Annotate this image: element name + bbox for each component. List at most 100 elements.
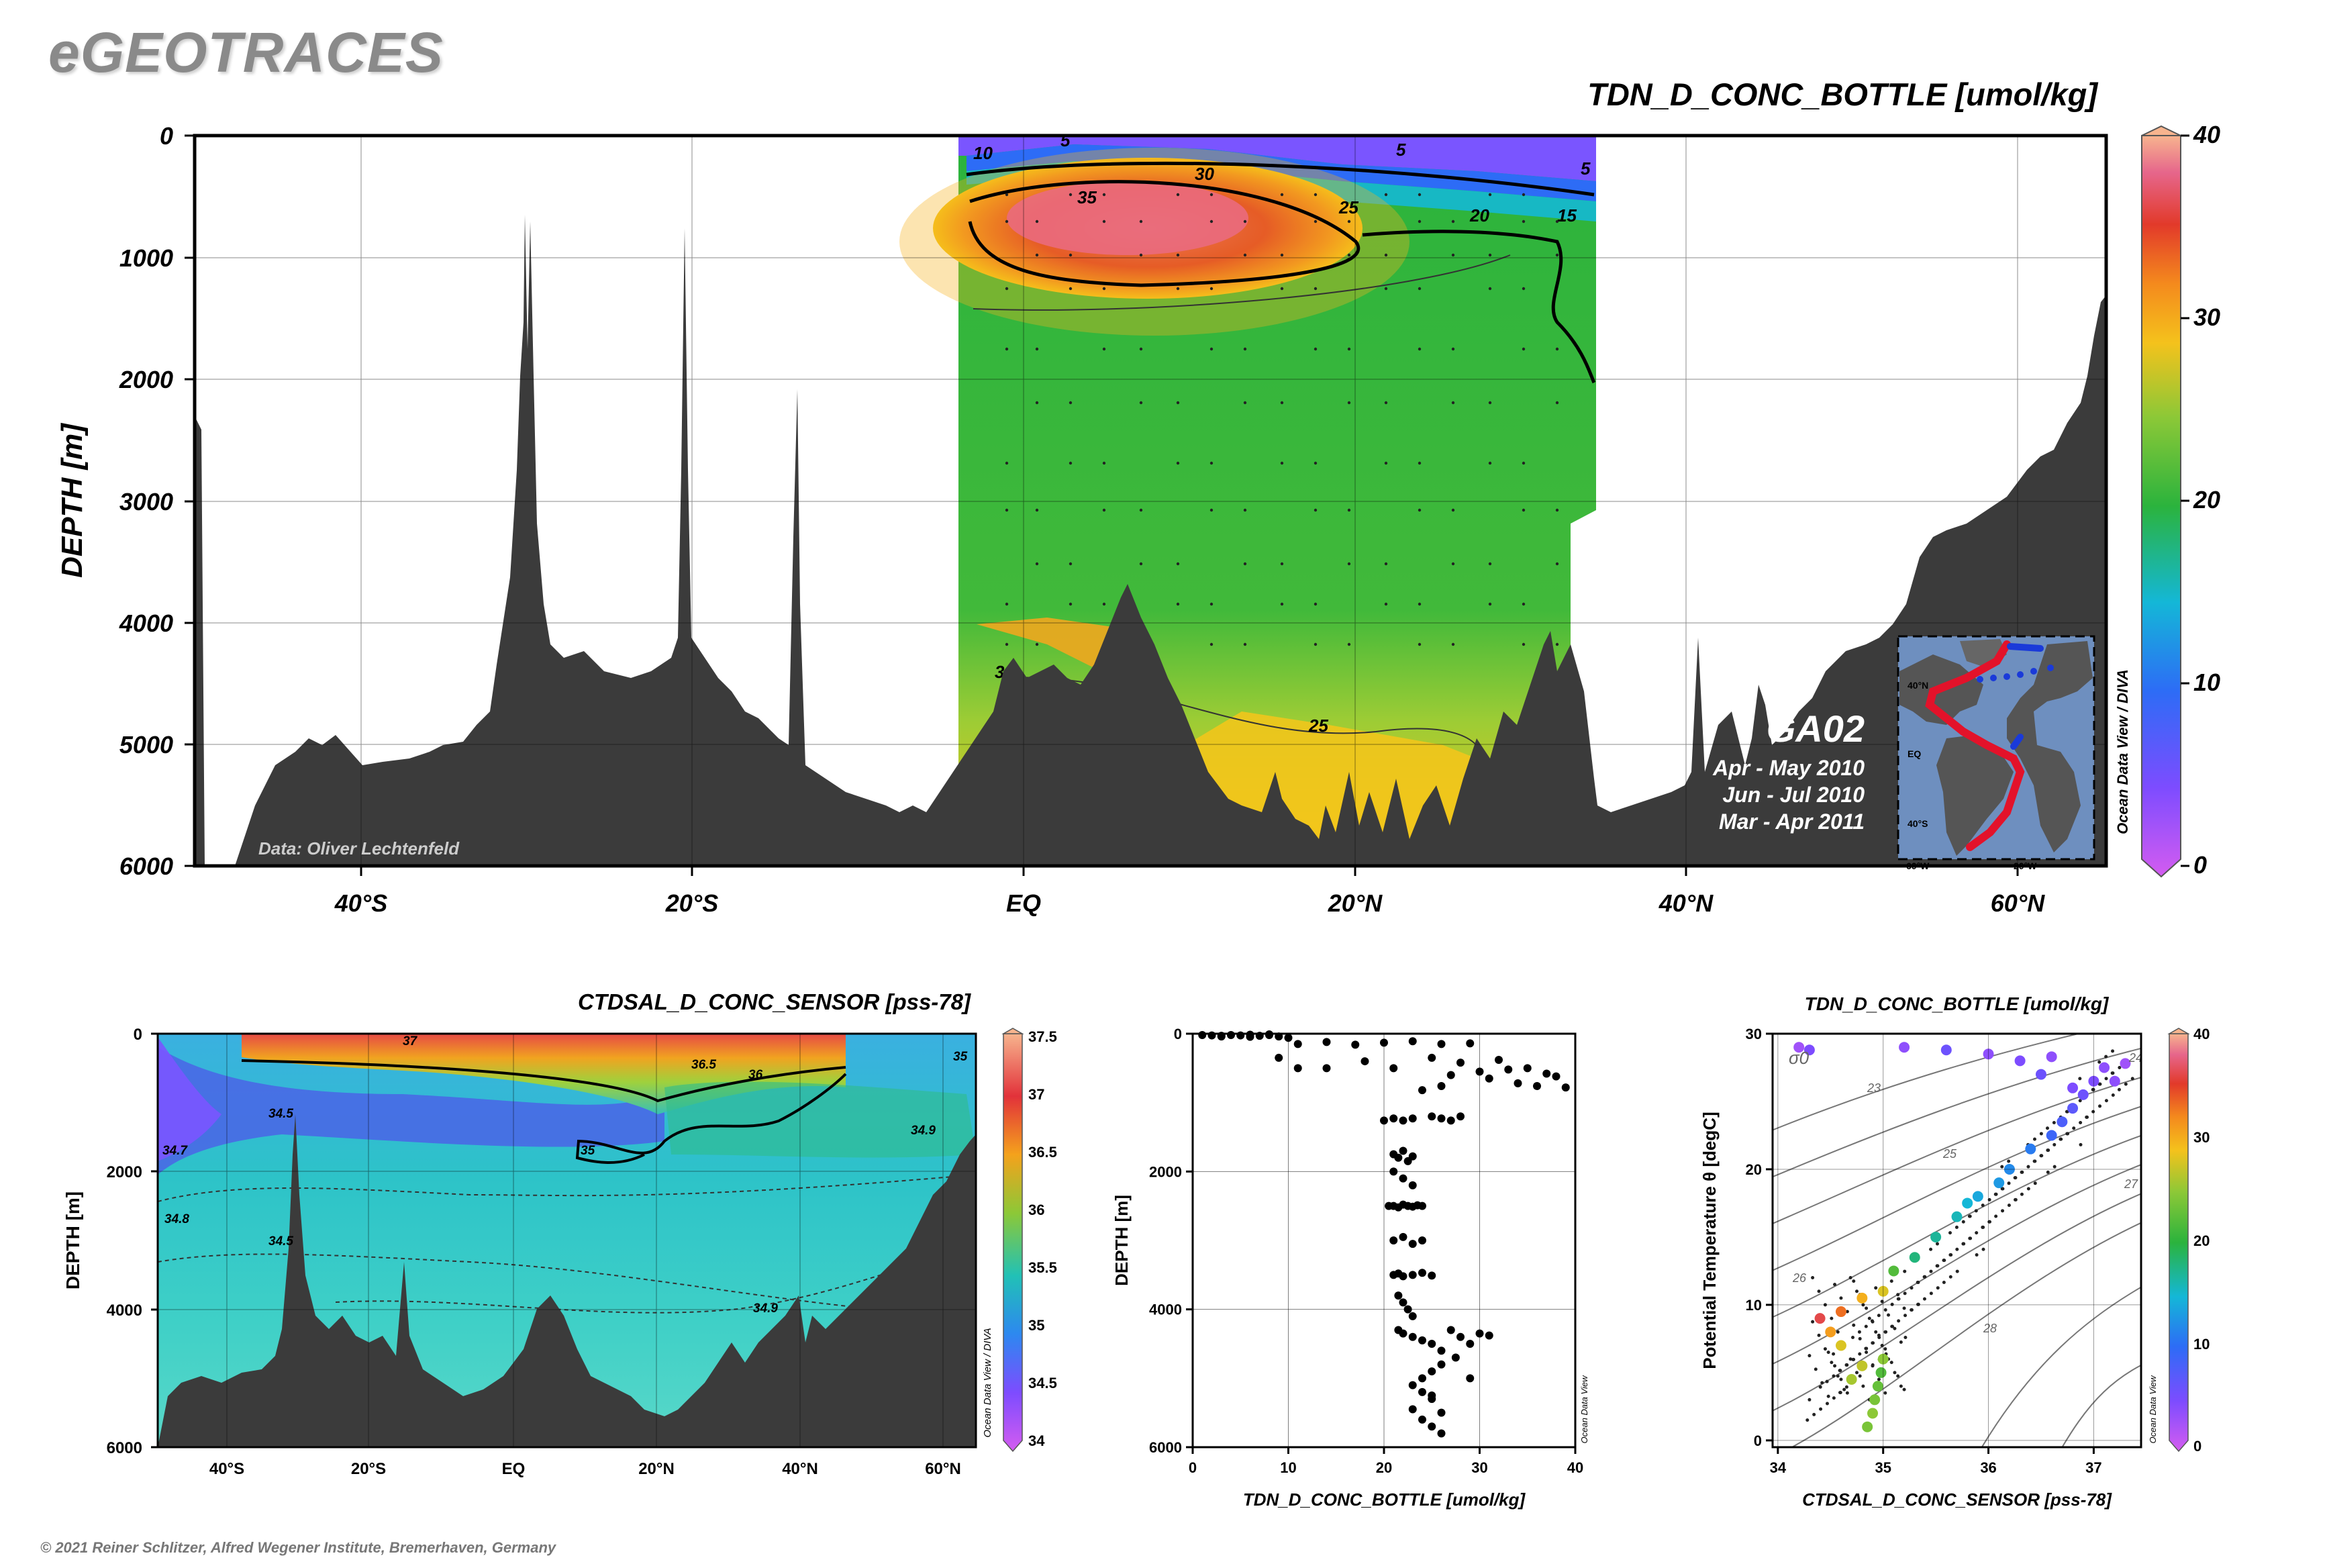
background-point [1877,1377,1881,1381]
background-point [1903,1336,1908,1340]
isopycnal-line [1790,1222,2141,1447]
data-point [1835,1340,1846,1351]
background-point [2130,1077,2134,1081]
background-point [1823,1347,1827,1351]
sample-dot [1347,508,1351,512]
salinity-section-plot: CTDSAL_D_CONC_SENSOR [pss-78] 34.5 34.7 … [62,989,1057,1478]
sample-dot [1035,508,1039,512]
x-tick-label: 40°N [782,1460,818,1478]
background-point [1967,1214,1971,1218]
background-point [1854,1371,1859,1375]
background-point [1936,1286,1940,1290]
colorbar-tick: 34 [1028,1432,1045,1449]
x-tick-label: 20 [1376,1459,1392,1476]
colorbar-tick: 30 [2193,1129,2210,1146]
sample-dot [1522,508,1526,512]
contour-thin [973,254,1511,311]
background-point [1811,1276,1815,1280]
background-point [1858,1352,1862,1356]
contour-label: 10 [973,143,993,163]
background-point [1890,1302,1894,1306]
data-point [1495,1056,1503,1065]
data-point [1456,1332,1465,1341]
data-point [1451,1353,1460,1362]
data-point [1888,1265,1899,1277]
data-point [1408,1332,1417,1341]
cruise-track-blue [2007,643,2044,652]
background-point [2000,1187,2004,1191]
data-point [1284,1034,1293,1042]
data-point [1972,1191,1983,1202]
data-point [1552,1072,1561,1081]
background-point [1836,1374,1840,1378]
background-point [1833,1283,1837,1287]
isopycnal-label: σ0 [1789,1048,1810,1068]
sample-dot [1069,562,1073,566]
data-credit: Data: Oliver Lechtenfeld [258,838,460,859]
sample-dot [1280,287,1284,291]
sample-dot [1451,508,1455,512]
background-point [1975,1253,1979,1257]
x-tick-label: 0 [1189,1459,1197,1476]
salinity-intermediate [158,1047,664,1175]
sample-dot [1209,508,1214,512]
background-point [1826,1351,1830,1355]
background-point [1851,1336,1855,1340]
data-point [1523,1064,1532,1073]
data-point [1877,1353,1889,1365]
sample-dot [1069,287,1073,291]
data-point [1428,1053,1436,1062]
data-point [1322,1038,1331,1046]
colorbar-tick: 35 [1028,1317,1044,1334]
background-point [1896,1293,1900,1297]
data-point [1399,1272,1407,1281]
contour-label: 36.5 [691,1058,716,1072]
sample-dot [1347,401,1351,405]
contour-label: 30 [1195,164,1214,184]
cruise-track-red [1925,640,2025,851]
background-point [2001,1209,2005,1213]
background-point [1922,1297,1926,1301]
data-point [1399,1298,1407,1307]
background-point [1844,1363,1848,1367]
data-point [1408,1240,1417,1248]
map-labels: 40°N EQ 40°S 60°W 20°W [1906,680,2037,871]
sample-dot [1488,287,1492,291]
background-point [2097,1082,2101,1086]
map-lat-label: EQ [1908,748,1921,759]
data-point [1428,1271,1436,1280]
sample-dot [1522,219,1526,224]
data-point [1399,1146,1407,1155]
data-point [1856,1292,1868,1304]
sample-dot [1418,642,1422,646]
data-point [1380,1038,1388,1047]
cruise-periods: Apr - May 2010 Jun - Jul 2010 Mar - Apr … [1712,756,1865,834]
sample-dot [1243,219,1247,224]
sample-dot [1209,347,1214,351]
background-point [1845,1391,1849,1395]
sample-dot [1243,562,1247,566]
tdn-maximum-core [1007,181,1248,255]
isopycnal-label: 24 [2128,1051,2142,1065]
background-point [1887,1313,1891,1317]
sample-dot [1522,642,1526,646]
background-point [1812,1412,1816,1416]
data-point [1385,1202,1393,1210]
sample-dot [1139,562,1143,566]
background-point [1823,1303,1827,1307]
sample-dot [1139,401,1143,405]
background-point [1848,1357,1852,1361]
background-point [1903,1269,1907,1273]
background-point [1890,1324,1894,1328]
sample-dot [1451,562,1455,566]
colorbar-tick: 37.5 [1028,1028,1057,1045]
background-point [2104,1077,2108,1081]
background-point [2072,1126,2076,1130]
background-point [1858,1336,1862,1340]
background-point [1955,1247,1959,1251]
background-point [1981,1204,1985,1208]
background-point [2052,1165,2057,1169]
background-point [2007,1159,2011,1163]
sample-dot [1005,602,1009,606]
sample-dot [1451,219,1455,224]
